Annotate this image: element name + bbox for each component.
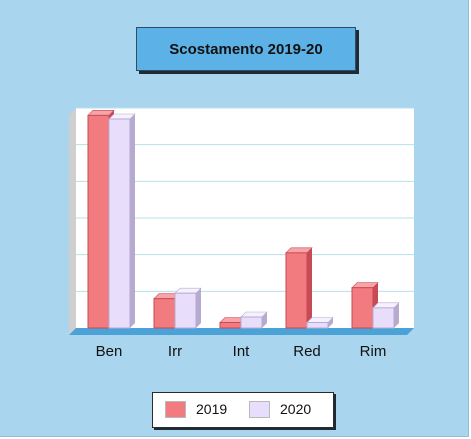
bar-front bbox=[306, 322, 329, 329]
bar-front bbox=[240, 316, 263, 329]
bar-red-2019 bbox=[285, 247, 313, 329]
bar-front bbox=[174, 292, 197, 329]
bar-front bbox=[351, 287, 374, 329]
legend-swatch-2019 bbox=[165, 401, 186, 418]
bar-top bbox=[108, 113, 136, 120]
bar-front bbox=[372, 307, 395, 329]
bar-side bbox=[328, 317, 333, 328]
bar-irr-2020 bbox=[174, 287, 202, 329]
legend: 2019 2020 bbox=[152, 392, 334, 428]
bar-red-2020 bbox=[306, 317, 334, 329]
bar-front bbox=[87, 114, 110, 329]
x-tick-label: Ben bbox=[96, 343, 123, 360]
bar-front bbox=[285, 252, 308, 329]
legend-label-2019: 2019 bbox=[196, 401, 228, 417]
bar-front bbox=[219, 322, 242, 329]
legend-swatch-2020 bbox=[249, 401, 270, 418]
bar-front bbox=[153, 298, 176, 329]
bar-top bbox=[372, 302, 400, 309]
bar-side bbox=[394, 302, 399, 328]
bar-top bbox=[285, 247, 313, 254]
bar-ben-2020 bbox=[108, 113, 136, 329]
bars bbox=[87, 110, 400, 329]
x-tick-label: Red bbox=[293, 343, 321, 360]
bar-side bbox=[196, 288, 201, 328]
bar-top bbox=[306, 317, 334, 323]
x-tick-label: Rim bbox=[360, 343, 387, 360]
bar-front bbox=[108, 118, 131, 329]
bar-side bbox=[130, 114, 135, 328]
bar-rim-2020 bbox=[372, 302, 400, 329]
bar-top bbox=[240, 311, 268, 318]
bar-int-2020 bbox=[240, 311, 268, 329]
x-tick-label: Int bbox=[233, 343, 251, 360]
x-tick-label: Irr bbox=[168, 343, 182, 360]
bar-top bbox=[87, 110, 115, 116]
bar-top bbox=[174, 287, 202, 294]
x-tick-labels: Ben Irr Int Red Rim bbox=[96, 343, 387, 360]
bar-top bbox=[351, 282, 379, 288]
legend-label-2020: 2020 bbox=[280, 401, 312, 417]
bar-side bbox=[307, 247, 312, 328]
chart-title: Scostamento 2019-20 bbox=[136, 27, 356, 71]
plot-left-wall bbox=[69, 108, 76, 335]
plot-floor bbox=[69, 328, 414, 335]
